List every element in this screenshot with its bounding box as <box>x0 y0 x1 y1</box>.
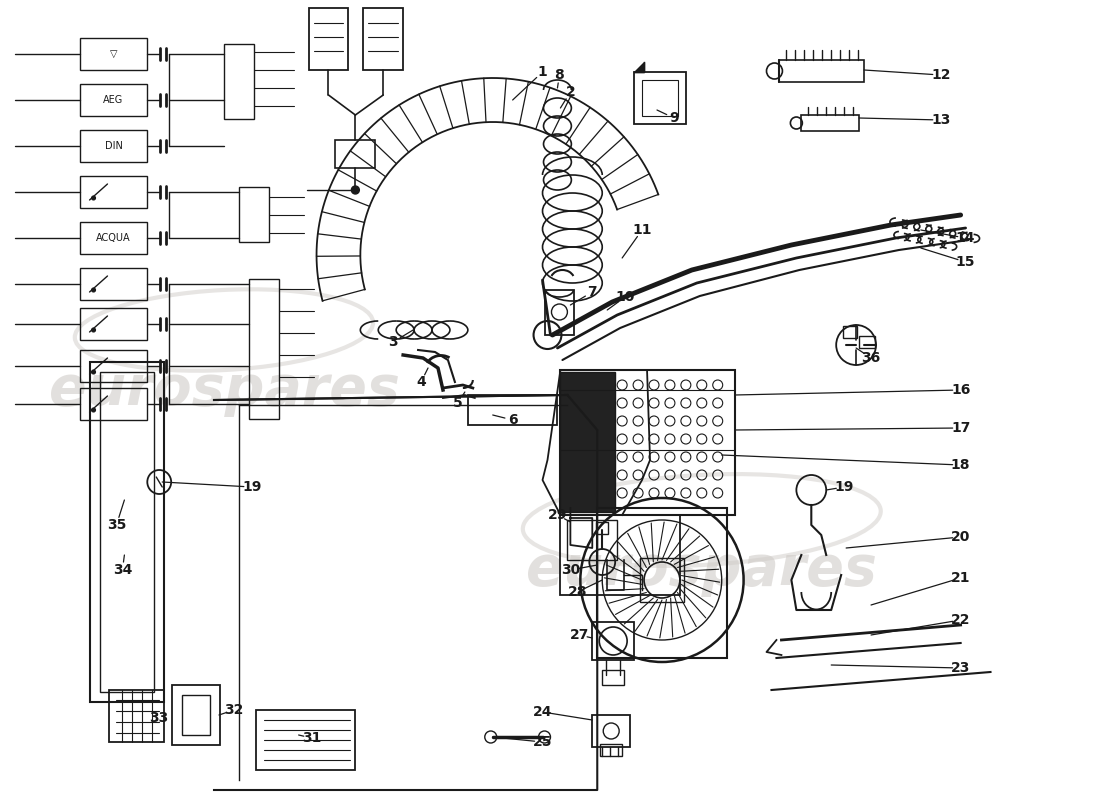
Text: 18: 18 <box>950 458 970 472</box>
Bar <box>183 695 210 735</box>
Bar <box>79 38 147 70</box>
Bar <box>560 370 735 515</box>
Bar <box>596 522 608 534</box>
Bar <box>79 176 147 208</box>
Bar <box>468 395 558 425</box>
Text: 16: 16 <box>950 383 970 397</box>
Bar <box>99 372 154 692</box>
Bar <box>602 670 624 685</box>
Text: 11: 11 <box>632 223 652 237</box>
Text: 1: 1 <box>538 65 548 79</box>
Bar <box>859 336 874 348</box>
Bar <box>173 685 220 745</box>
Bar <box>110 690 164 742</box>
Text: 30: 30 <box>561 563 580 577</box>
Circle shape <box>91 196 96 200</box>
Bar <box>79 222 147 254</box>
Text: ▽: ▽ <box>110 49 118 59</box>
Text: 32: 32 <box>224 703 243 717</box>
Text: 36: 36 <box>861 351 881 365</box>
Bar <box>780 60 865 82</box>
Text: 19: 19 <box>242 480 262 494</box>
Text: 28: 28 <box>568 585 587 599</box>
Bar <box>597 508 727 658</box>
Text: 12: 12 <box>931 68 950 82</box>
Text: 8: 8 <box>554 68 564 82</box>
Text: 24: 24 <box>532 705 552 719</box>
Text: 5: 5 <box>453 396 463 410</box>
Text: eurospares: eurospares <box>527 543 877 597</box>
Text: 15: 15 <box>956 255 976 269</box>
Bar <box>89 362 164 702</box>
Text: 3: 3 <box>388 335 398 349</box>
Text: AEG: AEG <box>103 95 123 105</box>
Bar <box>801 115 859 131</box>
Bar <box>224 44 254 119</box>
Bar <box>363 8 403 70</box>
Bar <box>336 140 375 168</box>
Text: 20: 20 <box>950 530 970 544</box>
Bar <box>592 622 634 660</box>
Text: 23: 23 <box>950 661 970 675</box>
Text: 2: 2 <box>565 85 575 99</box>
Bar <box>601 744 623 756</box>
Text: 22: 22 <box>950 613 970 627</box>
Bar <box>560 515 680 595</box>
Bar <box>560 372 615 512</box>
Text: 33: 33 <box>150 711 169 725</box>
Bar <box>309 8 349 70</box>
Text: 10: 10 <box>616 290 635 304</box>
Text: 17: 17 <box>950 421 970 435</box>
Circle shape <box>91 288 96 292</box>
Circle shape <box>91 370 96 374</box>
Text: 34: 34 <box>112 563 132 577</box>
Bar <box>79 308 147 340</box>
Text: ACQUA: ACQUA <box>96 233 131 243</box>
Text: eurospares: eurospares <box>48 363 399 417</box>
Text: 21: 21 <box>950 571 970 585</box>
Bar <box>79 84 147 116</box>
Bar <box>249 279 278 419</box>
Bar <box>634 72 686 124</box>
Text: 31: 31 <box>301 731 321 745</box>
Circle shape <box>91 408 96 412</box>
Bar <box>79 350 147 382</box>
Bar <box>844 326 857 338</box>
Bar <box>642 80 678 116</box>
Text: 4: 4 <box>416 375 426 389</box>
Bar <box>544 290 574 335</box>
Text: 29: 29 <box>548 508 568 522</box>
Text: 25: 25 <box>532 735 552 749</box>
Bar <box>79 130 147 162</box>
Text: 13: 13 <box>931 113 950 127</box>
Text: 14: 14 <box>956 231 976 245</box>
Bar <box>568 520 617 560</box>
Text: 35: 35 <box>107 518 126 532</box>
Bar <box>592 715 630 747</box>
Text: 7: 7 <box>587 285 597 299</box>
Bar <box>640 558 684 602</box>
Bar <box>79 388 147 420</box>
Bar <box>79 268 147 300</box>
Text: 19: 19 <box>835 480 854 494</box>
Text: 27: 27 <box>570 628 589 642</box>
Bar <box>239 187 268 242</box>
Circle shape <box>351 186 360 194</box>
Circle shape <box>91 328 96 332</box>
Text: DIN: DIN <box>104 141 122 151</box>
Bar <box>256 710 355 770</box>
Text: 9: 9 <box>669 111 679 125</box>
Polygon shape <box>634 62 645 72</box>
Text: 6: 6 <box>508 413 517 427</box>
